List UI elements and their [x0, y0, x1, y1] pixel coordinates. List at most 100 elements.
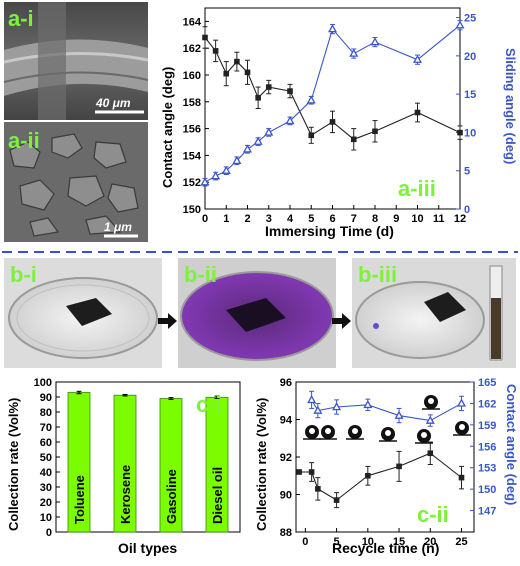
- data-point: [427, 450, 434, 457]
- y-tick-label: 0: [46, 527, 52, 539]
- photo-b-i: b-i: [4, 258, 162, 368]
- data-point: [394, 410, 404, 419]
- y-right-tick-label: 25: [464, 13, 476, 25]
- y-tick-label: 162: [183, 43, 201, 55]
- y-tick-label: 92: [280, 452, 292, 464]
- y-tick-label: 90: [40, 392, 52, 404]
- x-tick-label: 8: [372, 213, 378, 225]
- data-point: [308, 469, 315, 475]
- chart-c-ii: 0 5 10 15 20 25 88 90 92 94 96 147 150 153 156 159 162 16…: [254, 377, 519, 556]
- x-tick-label: 7: [351, 213, 357, 225]
- x-tick-label: 12: [454, 213, 466, 225]
- data-point: [313, 405, 323, 414]
- category-label: Kerosene: [118, 465, 133, 524]
- x-tick-label: 5: [334, 536, 340, 548]
- x-tick-label: 4: [287, 213, 294, 225]
- data-point: [365, 472, 371, 479]
- y-tick-label: 150: [183, 204, 201, 216]
- sem-image-a-i: a-i 40 μm: [3, 2, 149, 120]
- y-tick-label: 152: [183, 177, 201, 189]
- y-right-tick-label: 10: [464, 127, 476, 139]
- series-line: [204, 24, 461, 183]
- y-right-tick-label: 20: [464, 51, 476, 63]
- data-point: [363, 399, 373, 409]
- chart-a-iii: 0 1 2 3 4 5 6 7 8 9 10 11 12150152154156158160162164…: [160, 7, 518, 239]
- data-point: [307, 394, 317, 404]
- category-label: Diesel oil: [210, 467, 225, 524]
- panel-label-a-ii: a-ii: [8, 128, 40, 153]
- sponge-b-i: [66, 298, 112, 326]
- data-point: [287, 88, 293, 94]
- y-axis-title-c-ii: Collection rate (Vol%): [254, 398, 269, 531]
- sem-image-a-ii: a-ii 1 μm: [4, 122, 148, 242]
- y-right-tick-label: 150: [478, 484, 496, 496]
- data-point: [457, 398, 467, 407]
- series-line: [299, 452, 462, 501]
- y-right-tick-label: 165: [478, 377, 496, 389]
- x-tick-label: 1: [223, 213, 229, 225]
- x-tick-label: 10: [362, 536, 374, 548]
- droplet-icons: [303, 395, 471, 444]
- y-tick-label: 88: [280, 527, 292, 539]
- x-axis-title-a-iii: Immersing Time (d): [265, 223, 394, 239]
- data-point: [328, 24, 337, 33]
- data-point: [212, 48, 219, 54]
- panel-label-c-i: c-i: [196, 392, 222, 417]
- x-tick-label: 6: [329, 213, 335, 225]
- y-right-tick-label: 153: [478, 463, 496, 475]
- vertical-fiber: [38, 2, 66, 120]
- sponge-b-ii: [226, 298, 286, 332]
- x-tick-label: 9: [393, 213, 399, 225]
- arrow-right-icon: [332, 313, 351, 329]
- y-right-tick-label: 159: [478, 420, 496, 432]
- y-axis-title-a-iii: Contact angle (deg): [160, 67, 175, 188]
- x-tick-label: 25: [455, 536, 467, 548]
- data-point: [243, 144, 252, 153]
- data-point: [285, 115, 295, 125]
- data-point: [315, 486, 321, 492]
- x-tick-label: 15: [393, 536, 405, 548]
- data-point: [306, 95, 316, 104]
- x-tick-label: 11: [433, 213, 445, 225]
- x-tick-label: 0: [302, 536, 308, 548]
- x-axis-title-c-ii: Recycle time (n): [332, 540, 439, 556]
- photo-b-iii: b-iii: [352, 258, 516, 368]
- x-tick-label: 10: [411, 213, 423, 225]
- y-tick-label: 90: [280, 490, 292, 502]
- sponge-b-iii: [424, 292, 466, 322]
- photo-b-ii: b-ii: [178, 258, 336, 368]
- y-right-tick-label: 162: [478, 398, 496, 410]
- y-tick-label: 94: [280, 415, 293, 427]
- data-point: [244, 69, 251, 76]
- data-point: [264, 127, 274, 136]
- y-right-axis-title-a-iii: Sliding angle (deg): [503, 48, 518, 164]
- y-tick-label: 158: [183, 97, 201, 109]
- y-tick-label: 40: [40, 467, 52, 479]
- arrow-right-icon: [158, 313, 177, 329]
- data-point: [455, 20, 465, 29]
- data-point: [202, 34, 208, 41]
- y-tick-label: 20: [40, 497, 52, 509]
- y-tick-label: 80: [40, 407, 52, 419]
- data-point: [332, 402, 342, 411]
- x-axis-title-c-i: Oil types: [118, 540, 177, 556]
- data-point: [370, 37, 380, 46]
- data-point: [255, 94, 261, 101]
- data-point: [296, 469, 302, 475]
- y-tick-label: 100: [34, 377, 52, 389]
- category-label: Toluene: [72, 475, 87, 524]
- data-point: [372, 128, 378, 135]
- y-right-tick-label: 0: [464, 204, 470, 216]
- scale-label-a-i: 40 μm: [95, 96, 131, 110]
- data-point: [425, 415, 435, 424]
- data-point: [414, 109, 421, 116]
- data-point: [200, 177, 210, 186]
- x-tick-label: 3: [266, 213, 272, 225]
- data-point: [265, 84, 272, 90]
- x-tick-label: 0: [202, 213, 208, 225]
- panel-label-c-ii: c-ii: [417, 502, 449, 527]
- data-point: [350, 136, 357, 143]
- y-tick-label: 154: [183, 150, 202, 162]
- x-tick-label: 2: [244, 213, 250, 225]
